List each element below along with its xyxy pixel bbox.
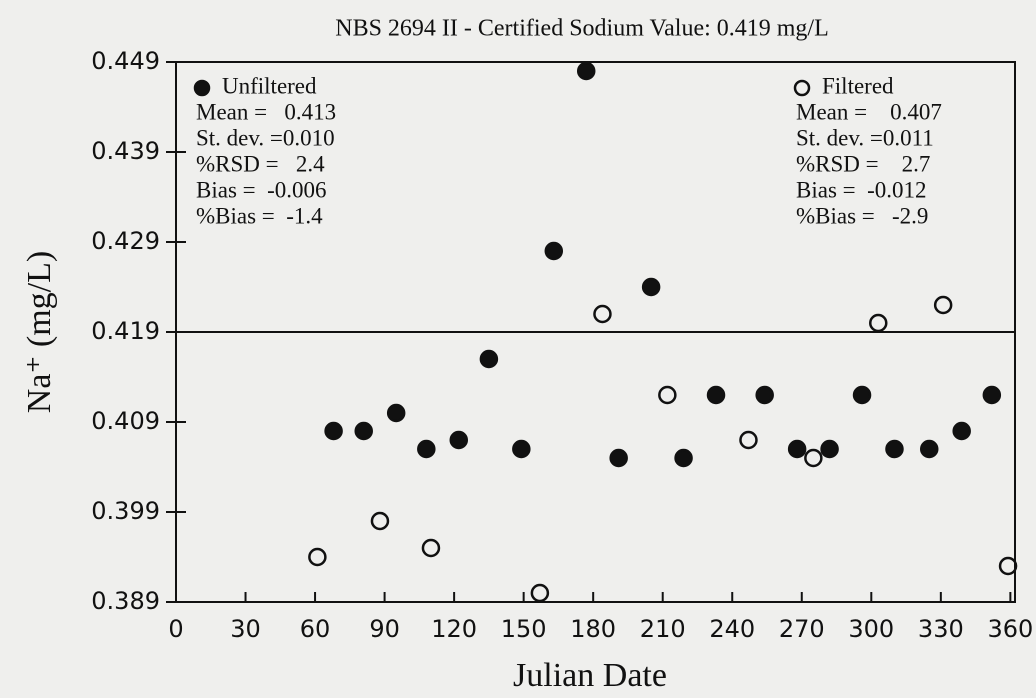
stat-text: %RSD = 2.7 — [796, 151, 930, 176]
x-tick-label: 180 — [570, 615, 616, 643]
point — [370, 511, 390, 531]
point — [933, 295, 953, 315]
stat-text: Bias = -0.006 — [196, 177, 327, 202]
x-tick-label: 300 — [848, 615, 894, 643]
point — [512, 439, 531, 459]
x-tick-label: 30 — [230, 615, 261, 643]
point — [885, 439, 904, 459]
stat-text: %Bias = -2.9 — [796, 203, 928, 228]
point — [787, 439, 807, 459]
x-tick-label: 330 — [918, 615, 964, 643]
point — [755, 385, 774, 405]
y-tick-label: 0.409 — [91, 407, 160, 435]
x-tick-label: 60 — [300, 615, 331, 643]
point — [952, 421, 971, 441]
point — [609, 448, 628, 468]
legend-marker — [793, 79, 811, 97]
point — [641, 277, 661, 297]
legend-label: Unfiltered — [222, 73, 317, 98]
x-tick-label: 0 — [168, 615, 183, 643]
y-tick-label: 0.449 — [91, 47, 160, 75]
point — [576, 61, 596, 81]
x-tick-label: 240 — [709, 615, 755, 643]
stat-text: Mean = 0.407 — [796, 99, 942, 124]
x-tick-label: 210 — [640, 615, 686, 643]
stat-text: %RSD = 2.4 — [196, 151, 325, 176]
point — [852, 385, 872, 405]
point — [530, 583, 550, 603]
point — [739, 430, 758, 450]
legend-marker — [193, 79, 211, 97]
point — [706, 385, 726, 405]
point — [869, 313, 888, 333]
y-tick-label: 0.389 — [91, 587, 160, 615]
x-tick-label: 150 — [501, 615, 547, 643]
chart-title: NBS 2694 II - Certified Sodium Value: 0.… — [335, 16, 829, 42]
point — [998, 556, 1018, 576]
point — [449, 430, 469, 450]
stat-text: Bias = -0.012 — [796, 177, 927, 202]
point — [479, 349, 499, 369]
point — [820, 439, 839, 459]
x-tick-label: 360 — [987, 615, 1033, 643]
legend-label: Filtered — [822, 73, 894, 98]
point — [386, 403, 406, 423]
point — [593, 304, 612, 324]
point — [544, 241, 564, 261]
x-tick-label: 90 — [369, 615, 400, 643]
point — [919, 439, 939, 459]
y-tick-label: 0.429 — [91, 227, 160, 255]
point — [354, 421, 373, 441]
y-tick-label: 0.439 — [91, 137, 160, 165]
point — [804, 448, 823, 468]
point — [324, 421, 343, 441]
point — [674, 448, 693, 468]
stat-text: St. dev. =0.010 — [196, 125, 335, 150]
y-axis-label: Na⁺ (mg/L) — [21, 251, 58, 413]
point — [658, 385, 677, 405]
x-axis-label: Julian Date — [513, 657, 667, 694]
point — [982, 385, 1002, 405]
y-tick-label: 0.399 — [91, 497, 160, 525]
x-tick-label: 270 — [779, 615, 825, 643]
point — [417, 439, 436, 459]
y-tick-label: 0.419 — [91, 317, 160, 345]
stat-text: Mean = 0.413 — [196, 99, 336, 124]
point — [421, 538, 441, 558]
stat-text: %Bias = -1.4 — [196, 203, 323, 228]
stat-text: St. dev. =0.011 — [796, 125, 934, 150]
x-tick-label: 120 — [431, 615, 477, 643]
point — [308, 547, 327, 567]
